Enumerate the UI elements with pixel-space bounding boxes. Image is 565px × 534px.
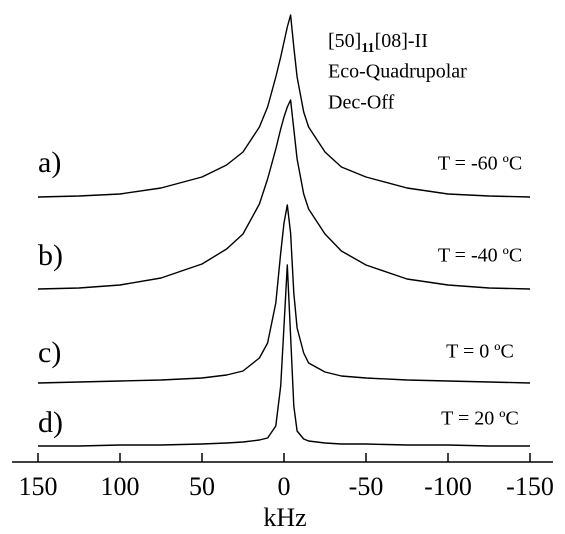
series-name: d) <box>38 406 63 439</box>
x-tick-label: 100 <box>101 472 140 501</box>
x-axis-label: kHz <box>263 503 306 532</box>
x-tick-label: -150 <box>506 472 554 501</box>
series-label: T = -60 ºC <box>438 153 522 175</box>
x-tick-label: -100 <box>424 472 472 501</box>
header-sub: 11 <box>361 41 374 56</box>
header-part: [50] <box>328 30 361 52</box>
spectrum-line <box>37 14 531 198</box>
series-label: T = -40 ºC <box>438 245 522 267</box>
series-label: T = 20 ºC <box>441 408 519 430</box>
spectrum-line <box>37 99 531 290</box>
header-part: [08]-II <box>375 30 428 52</box>
x-tick-label: 0 <box>278 472 291 501</box>
series-name: c) <box>38 336 61 369</box>
x-tick-label: -50 <box>349 472 384 501</box>
x-tick-label: 50 <box>189 472 215 501</box>
header-line: Eco-Quadrupolar <box>328 61 467 83</box>
x-tick-label: 150 <box>19 472 58 501</box>
header-line: Dec-Off <box>328 92 395 114</box>
series-name: b) <box>38 239 63 272</box>
spectrum-line <box>37 204 531 384</box>
spectrum-line <box>38 264 530 447</box>
header-sample: [50]11[08]-II <box>328 30 428 57</box>
series-name: a) <box>38 146 61 179</box>
series-label: T = 0 ºC <box>446 341 514 363</box>
